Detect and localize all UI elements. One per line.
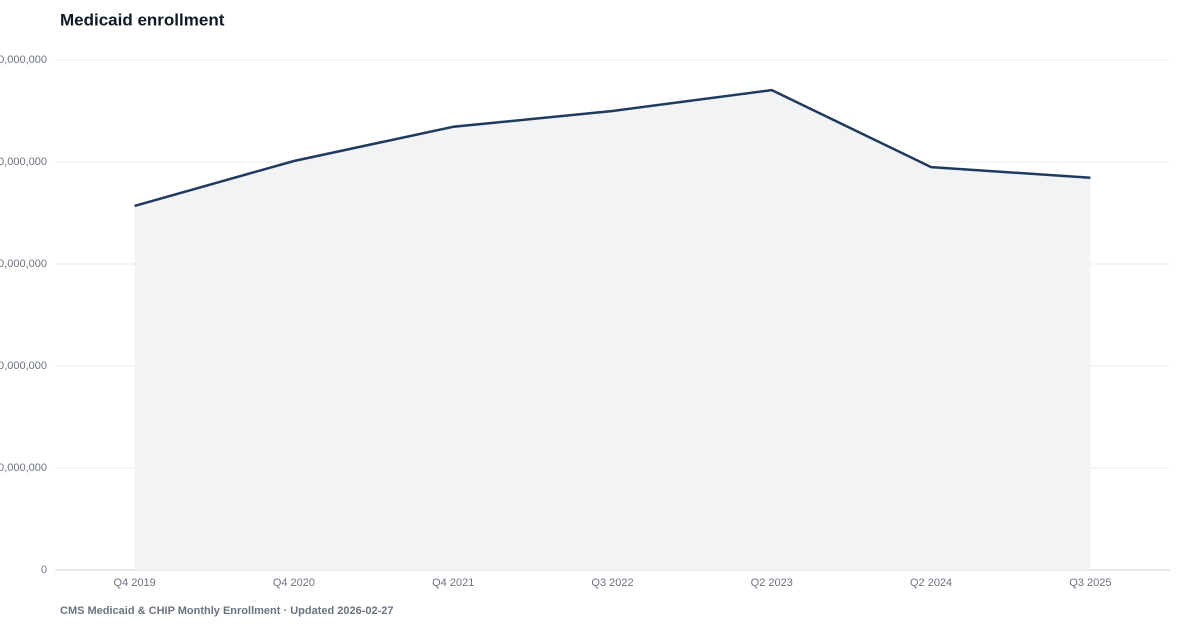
x-tick-label: Q3 2022 xyxy=(591,577,633,589)
line xyxy=(134,88,1091,208)
y-tick-label: 0 xyxy=(41,564,47,576)
y-tick-label: 60,000,000 xyxy=(0,258,47,270)
y-tick-label: 20,000,000 xyxy=(0,462,47,474)
x-tick-label: Q4 2019 xyxy=(114,577,156,589)
x-tick-label: Q4 2020 xyxy=(273,577,315,589)
x-tick-label: Q4 2021 xyxy=(432,577,474,589)
y-tick-label: 80,000,000 xyxy=(0,156,47,168)
x-tick-label: Q3 2025 xyxy=(1069,577,1111,589)
source-note: CMS Medicaid & CHIP Monthly Enrollment ·… xyxy=(60,605,394,617)
x-tick-label: Q2 2023 xyxy=(751,577,793,589)
y-tick-label: 100,000,000 xyxy=(0,54,47,66)
area xyxy=(134,90,1091,570)
axis-labels: 0 20,000,000 40,000,000 60,000,000 80,000,00… xyxy=(0,54,1111,589)
x-tick-label: Q2 2024 xyxy=(910,577,952,589)
chart-title: Medicaid enrollment xyxy=(60,10,225,29)
y-tick-label: 40,000,000 xyxy=(0,360,47,372)
plot-area xyxy=(134,88,1091,570)
